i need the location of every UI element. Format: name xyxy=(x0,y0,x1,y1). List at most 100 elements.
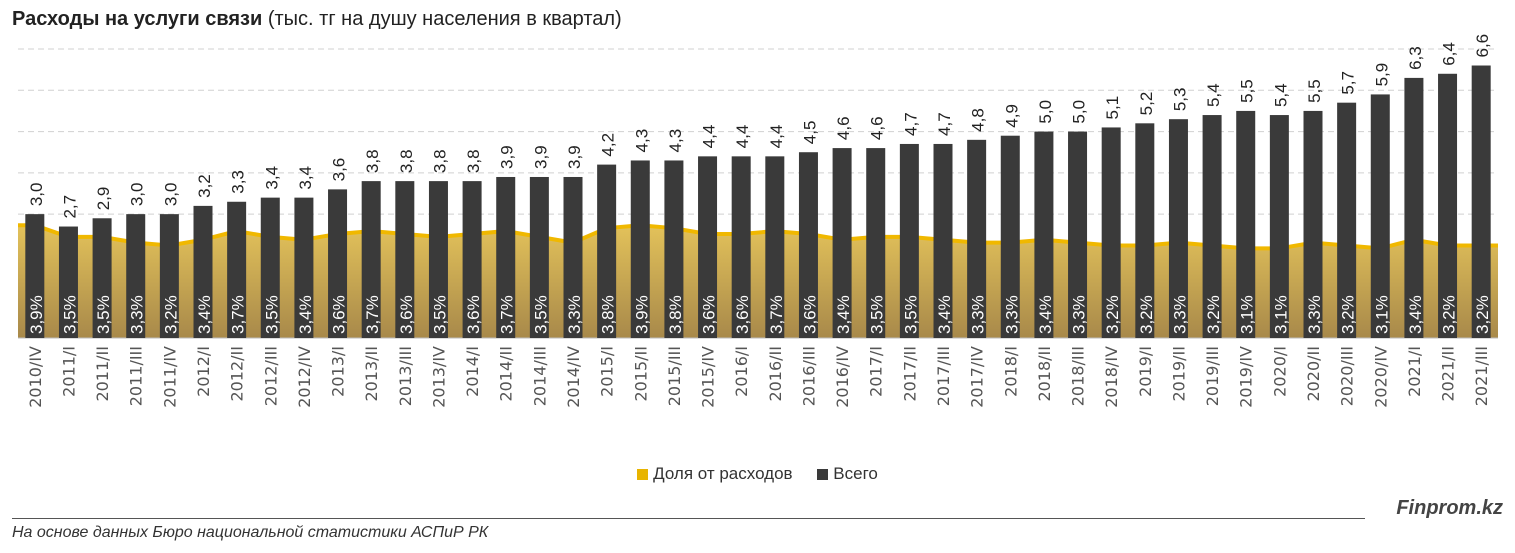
bar-value-label: 6,3 xyxy=(1406,46,1425,70)
bar-total xyxy=(92,218,112,338)
x-tick-label: 2021/III xyxy=(1472,346,1491,406)
x-tick-label: 2011/I xyxy=(59,346,78,397)
x-tick-label: 2012/III xyxy=(261,346,280,406)
legend-swatch-total xyxy=(817,468,829,480)
bar-value-label: 4,6 xyxy=(868,116,887,140)
bar-total xyxy=(428,181,448,338)
x-tick-label: 2021/I xyxy=(1405,346,1424,397)
chart-title: Расходы на услуги связи (тыс. тг на душу… xyxy=(12,8,622,31)
x-tick-label: 2015/I xyxy=(598,346,617,397)
bar-value-label: 5,0 xyxy=(1070,100,1089,124)
x-tick-label: 2014/III xyxy=(530,346,549,406)
footer-divider xyxy=(12,518,1365,519)
bar-total xyxy=(1438,73,1458,339)
bar-total xyxy=(193,205,213,338)
bar-value-label: 3,3 xyxy=(229,170,248,194)
share-value-label: 3,2% xyxy=(1339,295,1358,334)
bar-value-label: 5,3 xyxy=(1170,88,1189,112)
x-tick-label: 2013/IV xyxy=(429,346,448,408)
x-tick-label: 2012/II xyxy=(228,346,247,402)
share-value-label: 3,6% xyxy=(800,295,819,334)
x-tick-label: 2016/III xyxy=(799,346,818,406)
bar-value-label: 3,8 xyxy=(397,149,416,173)
x-tick-label: 2021/II xyxy=(1439,346,1458,402)
bar-total xyxy=(1236,110,1256,338)
share-value-label: 3,2% xyxy=(1137,295,1156,334)
bar-total xyxy=(731,156,751,338)
share-value-label: 3,3% xyxy=(969,295,988,334)
bar-value-label: 5,4 xyxy=(1204,83,1223,107)
bar-total xyxy=(58,226,78,338)
bar-total xyxy=(1068,131,1088,338)
share-value-label: 3,6% xyxy=(397,295,416,334)
share-value-label: 3,7% xyxy=(767,295,786,334)
x-tick-label: 2015/IV xyxy=(699,346,718,408)
bar-total xyxy=(159,214,179,338)
bar-value-label: 4,5 xyxy=(800,121,819,145)
bar-total xyxy=(462,181,482,338)
brand-logo-text: Finprom.kz xyxy=(1396,497,1503,519)
x-tick-label: 2018/I xyxy=(1001,346,1020,397)
share-value-label: 3,4% xyxy=(935,295,954,334)
bar-value-label: 4,6 xyxy=(834,116,853,140)
x-tick-label: 2019/I xyxy=(1136,346,1155,397)
share-value-label: 3,9% xyxy=(632,295,651,334)
x-tick-label: 2014/I xyxy=(463,346,482,397)
share-value-label: 3,5% xyxy=(531,295,550,334)
bar-value-label: 3,4 xyxy=(296,166,315,190)
x-tick-label: 2013/II xyxy=(362,346,381,402)
bar-value-label: 3,6 xyxy=(330,158,349,182)
x-tick-label: 2017/IV xyxy=(968,346,987,408)
share-value-label: 3,9% xyxy=(27,295,46,334)
x-tick-label: 2019/II xyxy=(1169,346,1188,402)
bar-value-label: 3,8 xyxy=(464,149,483,173)
share-value-label: 3,5% xyxy=(901,295,920,334)
bar-value-label: 3,8 xyxy=(430,149,449,173)
x-tick-label: 2018/II xyxy=(1035,346,1054,402)
share-value-label: 3,2% xyxy=(1103,295,1122,334)
share-value-label: 3,8% xyxy=(666,295,685,334)
x-tick-label: 2017/I xyxy=(867,346,886,397)
x-tick-label: 2020/III xyxy=(1338,346,1357,406)
bar-value-label: 5,7 xyxy=(1339,71,1358,95)
bar-value-label: 3,9 xyxy=(498,145,517,169)
bar-value-label: 2,7 xyxy=(60,195,79,219)
bar-total xyxy=(1337,102,1357,339)
bar-total xyxy=(361,181,381,338)
share-value-label: 3,4% xyxy=(296,295,315,334)
bar-value-label: 4,8 xyxy=(969,108,988,132)
share-value-label: 3,4% xyxy=(1036,295,1055,334)
share-value-label: 3,4% xyxy=(1406,295,1425,334)
bar-total xyxy=(1000,135,1020,338)
x-tick-label: 2014/IV xyxy=(564,346,583,408)
bar-total xyxy=(597,164,617,338)
bar-total xyxy=(866,148,886,338)
share-value-label: 3,5% xyxy=(868,295,887,334)
share-value-label: 3,6% xyxy=(464,295,483,334)
x-tick-label: 2016/IV xyxy=(833,346,852,408)
x-tick-label: 2019/IV xyxy=(1237,346,1256,408)
x-tick-label: 2010/IV xyxy=(26,346,45,408)
share-value-label: 3,3% xyxy=(1170,295,1189,334)
legend-swatch-share xyxy=(637,468,649,480)
bar-total xyxy=(1202,115,1222,338)
x-tick-label: 2012/IV xyxy=(295,346,314,408)
source-note: На основе данных Бюро национальной стати… xyxy=(12,524,489,541)
x-tick-label: 2020/IV xyxy=(1371,346,1390,408)
share-value-label: 3,2% xyxy=(161,295,180,334)
bar-total xyxy=(664,160,684,338)
x-tick-label: 2020/I xyxy=(1270,346,1289,397)
bar-total xyxy=(698,156,718,338)
share-line xyxy=(18,223,1498,251)
share-value-label: 3,3% xyxy=(1070,295,1089,334)
x-tick-label: 2013/III xyxy=(396,346,415,406)
legend-label-share: Доля от расходов xyxy=(653,464,793,483)
bar-value-label: 4,4 xyxy=(700,125,719,149)
share-value-label: 3,2% xyxy=(1204,295,1223,334)
bar-total xyxy=(563,176,583,338)
share-value-label: 3,1% xyxy=(1238,295,1257,334)
x-tick-label: 2014/II xyxy=(497,346,516,402)
x-tick-label: 2019/III xyxy=(1203,346,1222,406)
bar-value-label: 4,4 xyxy=(767,125,786,149)
